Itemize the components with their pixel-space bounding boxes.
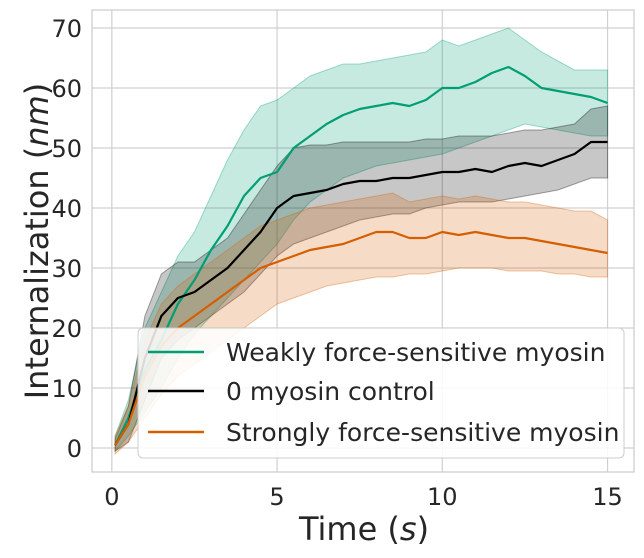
legend-label-control: 0 myosin control [226,377,435,406]
x-tick-label: 15 [592,483,623,511]
x-tick-labels: 0 5 10 15 [104,483,623,511]
y-tick-label: 70 [51,15,82,43]
x-axis-label-unit: s [400,510,417,548]
y-tick-label: 0 [67,435,82,463]
plot-frame [91,9,635,473]
band-control [114,105,609,452]
y-axis-label-unit: nm [18,95,56,146]
y-tick-labels: 0 10 20 30 40 50 60 70 [51,15,82,463]
confidence-bands [114,27,609,456]
x-axis-label: Time (s) [298,510,429,548]
y-tick-label: 60 [51,75,82,103]
legend-label-weakly: Weakly force-sensitive myosin [226,338,605,367]
series-lines [114,65,608,446]
legend: Weakly force-sensitive myosin 0 myosin c… [137,327,625,459]
y-axis-label: Internalization (nm) [18,83,56,400]
x-tick-label: 5 [269,483,284,511]
y-tick-label: 30 [51,255,82,283]
legend-label-strongly: Strongly force-sensitive myosin [226,418,619,447]
line-weakly [114,65,608,446]
y-tick-label: 40 [51,195,82,223]
line-control [114,140,608,446]
x-tick-label: 0 [104,483,119,511]
y-tick-label: 10 [51,375,82,403]
legend-box [137,327,625,459]
y-tick-label: 50 [51,135,82,163]
y-tick-label: 20 [51,315,82,343]
y-axis-label-text: Internalization [18,169,56,399]
line-strongly [114,230,608,446]
band-weakly [114,27,609,453]
x-tick-label: 10 [427,483,458,511]
x-axis-label-text: Time [298,510,377,548]
band-strongly [114,192,609,456]
